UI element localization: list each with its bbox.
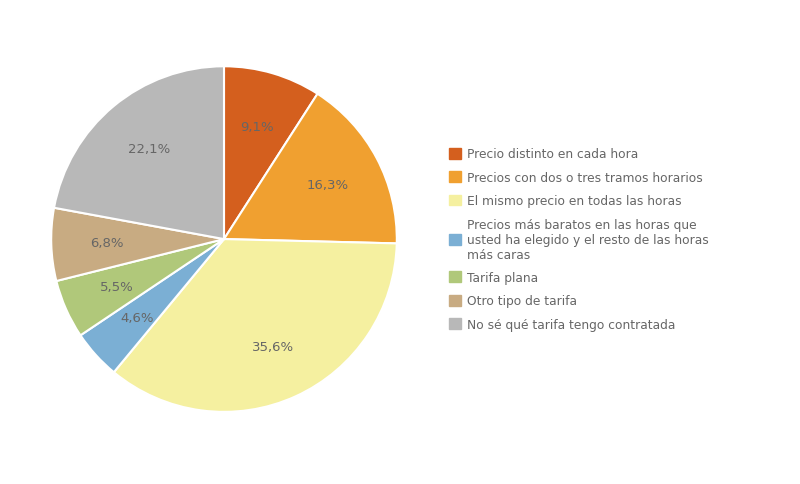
Text: 6,8%: 6,8% [90, 237, 123, 250]
Text: 35,6%: 35,6% [252, 340, 294, 353]
Text: 9,1%: 9,1% [240, 121, 274, 134]
Wedge shape [114, 240, 397, 412]
Text: 5,5%: 5,5% [100, 281, 134, 294]
Text: 22,1%: 22,1% [128, 143, 170, 156]
Wedge shape [224, 94, 397, 244]
Legend: Precio distinto en cada hora, Precios con dos o tres tramos horarios, El mismo p: Precio distinto en cada hora, Precios co… [449, 148, 709, 331]
Wedge shape [81, 240, 224, 373]
Text: 16,3%: 16,3% [306, 178, 349, 191]
Wedge shape [51, 208, 224, 281]
Wedge shape [224, 67, 318, 240]
Wedge shape [54, 67, 224, 240]
Text: 4,6%: 4,6% [120, 312, 154, 325]
Wedge shape [56, 240, 224, 335]
